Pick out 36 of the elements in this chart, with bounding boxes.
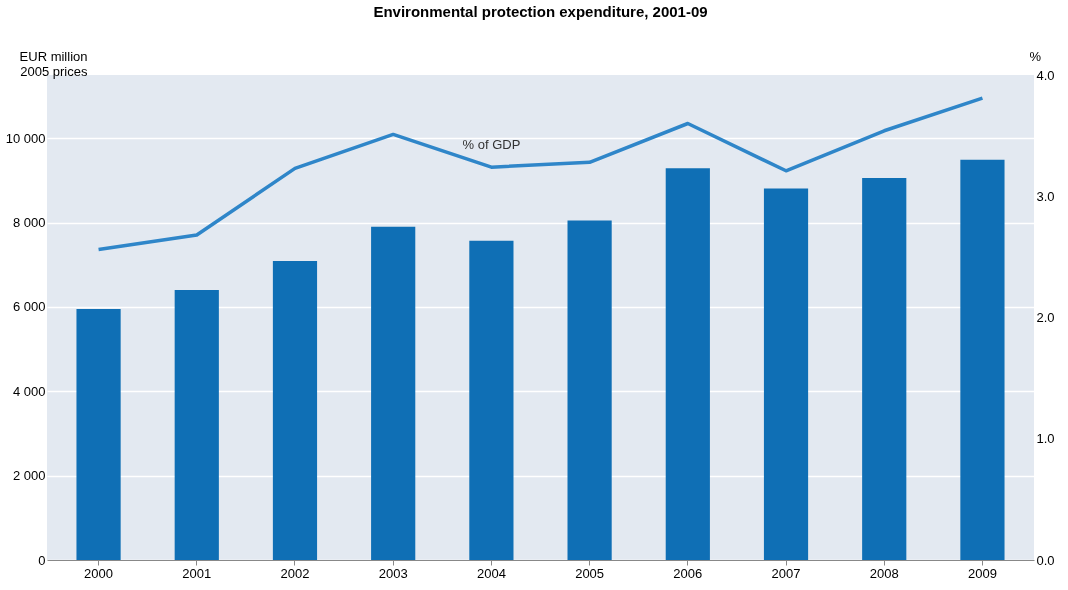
- x-tick-label: 2009: [967, 565, 997, 581]
- x-tick-label: 2001: [182, 565, 212, 581]
- bar: [665, 168, 710, 560]
- x-tick-label: 2005: [575, 565, 605, 581]
- y-tick-label: 8 000: [12, 215, 46, 231]
- x-tick-label: 2002: [280, 565, 310, 581]
- bar: [174, 290, 219, 560]
- x-tick-label: 2007: [771, 565, 801, 581]
- y-tick-label: 6 000: [12, 299, 46, 315]
- bar: [763, 188, 809, 560]
- bar: [567, 220, 612, 560]
- x-tick-label: 2008: [869, 565, 899, 581]
- bar: [371, 226, 416, 560]
- y2-tick-label: 0.0: [1036, 552, 1055, 568]
- bar: [960, 159, 1005, 560]
- bar: [76, 309, 121, 560]
- y2-tick-label: 3.0: [1036, 188, 1055, 204]
- y-axis-title: EUR million 2005 prices: [19, 48, 88, 79]
- x-tick-label: 2006: [673, 565, 703, 581]
- bar: [272, 260, 318, 560]
- x-tick-label: 2000: [84, 565, 114, 581]
- x-tick-label: 2004: [476, 565, 506, 581]
- y2-axis-title: %: [1029, 48, 1042, 64]
- chart-title: Environmental protection expenditure, 2001-09: [373, 3, 708, 20]
- y2-tick-label: 1.0: [1036, 431, 1055, 447]
- y-tick-label: 0: [38, 552, 46, 568]
- y2-tick-label: 2.0: [1036, 310, 1055, 325]
- bar: [469, 240, 514, 560]
- y-tick-label: 2 000: [12, 468, 46, 484]
- y-tick-label: 10 000: [5, 130, 46, 146]
- x-tick-label: 2003: [378, 565, 408, 581]
- y2-tick-label: 4.0: [1036, 67, 1055, 83]
- line-series: [96, 96, 985, 252]
- y-tick-label: 4 000: [12, 383, 46, 399]
- series-label: % of GDP: [462, 137, 521, 153]
- bar: [862, 177, 907, 560]
